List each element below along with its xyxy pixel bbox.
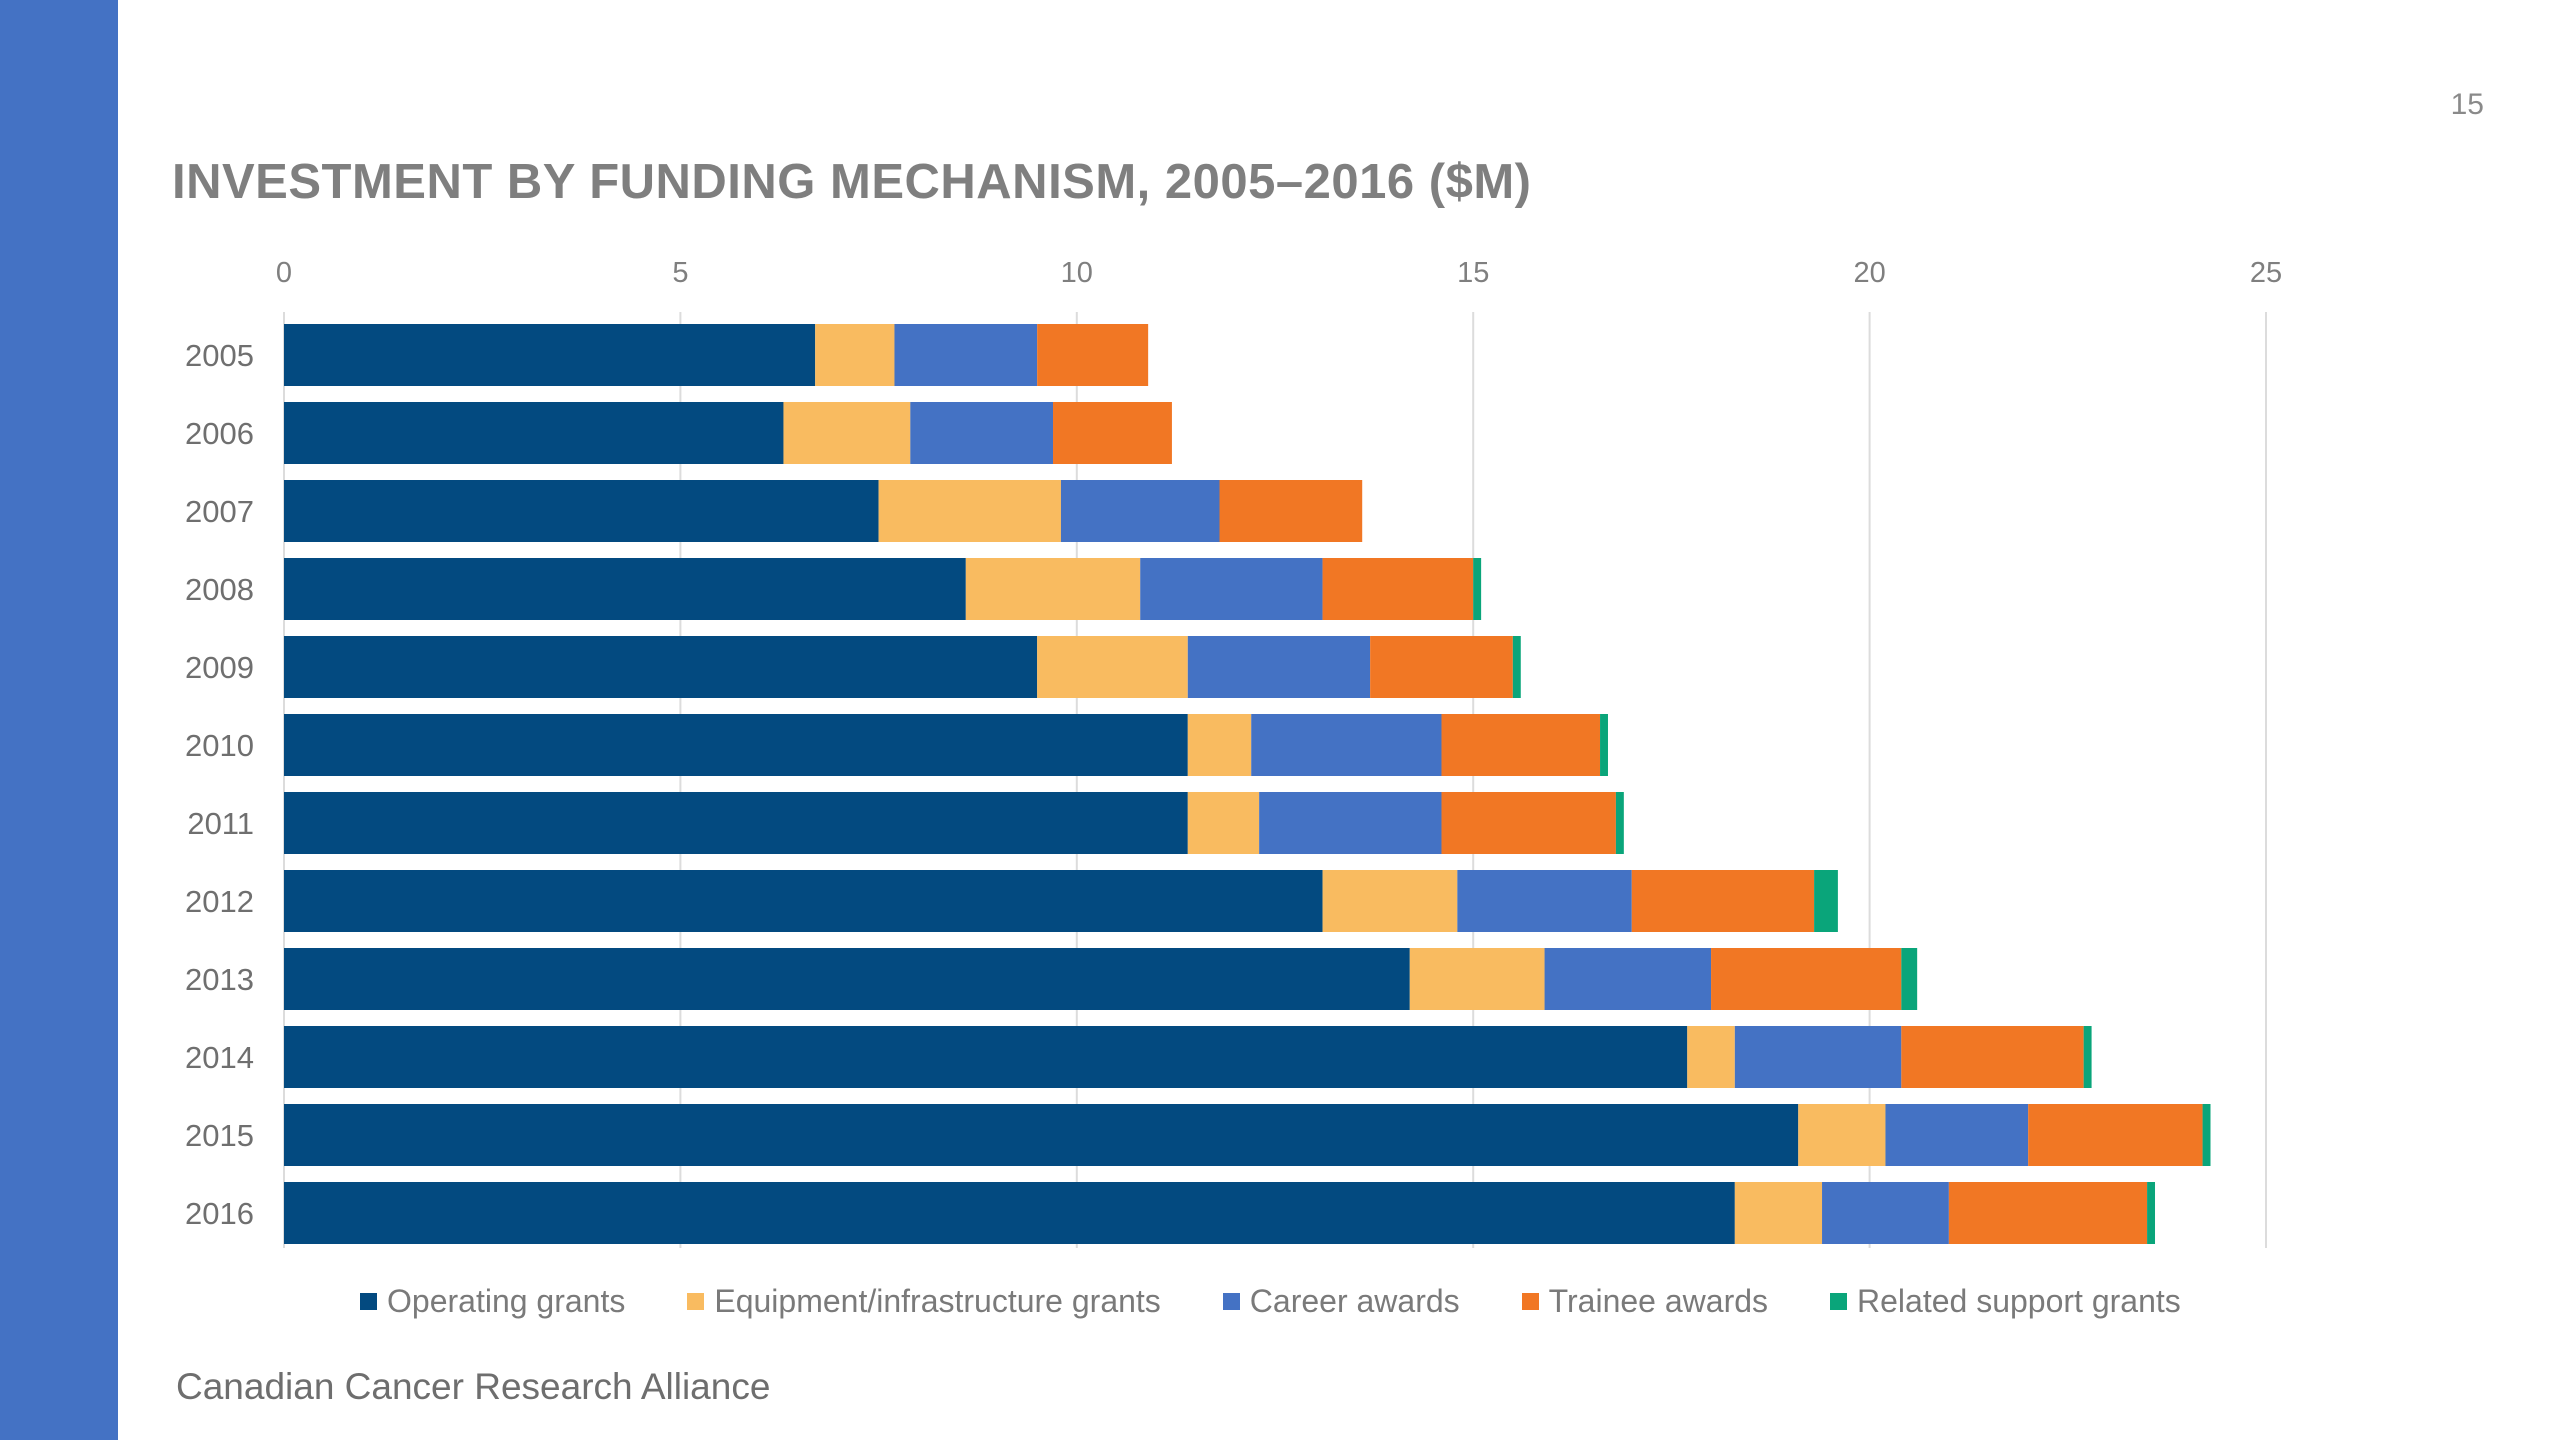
chart-title: INVESTMENT BY FUNDING MECHANISM, 2005–20… xyxy=(172,155,1532,209)
bar-segment-2011-related-support-grants xyxy=(1615,792,1624,854)
bar-segment-2015-equipment-infrastructure-grants xyxy=(1798,1104,1886,1166)
bar-segment-2011-operating-grants xyxy=(284,792,1188,854)
bar-segment-2012-related-support-grants xyxy=(1814,870,1838,932)
bar-segment-2013-equipment-infrastructure-grants xyxy=(1409,948,1545,1010)
bar-segment-2012-trainee-awards xyxy=(1631,870,1815,932)
bar-segment-2014-operating-grants xyxy=(284,1026,1688,1088)
bar-segment-2016-trainee-awards xyxy=(1948,1182,2148,1244)
legend-item: Equipment/infrastructure grants xyxy=(687,1282,1161,1320)
bar-segment-2010-career-awards xyxy=(1251,714,1442,776)
legend-item: Career awards xyxy=(1222,1282,1460,1320)
bar-segment-2014-career-awards xyxy=(1734,1026,1902,1088)
category-label-2006: 2006 xyxy=(185,416,254,451)
legend-label: Career awards xyxy=(1249,1282,1460,1319)
legend-label: Equipment/infrastructure grants xyxy=(714,1282,1161,1319)
legend-item: Related support grants xyxy=(1830,1283,2181,1320)
bar-segment-2009-equipment-infrastructure-grants xyxy=(1037,636,1188,698)
bar-segment-2014-equipment-infrastructure-grants xyxy=(1687,1026,1735,1088)
bar-segment-2014-related-support-grants xyxy=(2083,1026,2092,1088)
category-label-2014: 2014 xyxy=(185,1040,254,1075)
category-label-2010: 2010 xyxy=(185,728,254,763)
bar-segment-2011-equipment-infrastructure-grants xyxy=(1187,792,1260,854)
bar-segment-2005-operating-grants xyxy=(284,324,816,386)
category-label-2013: 2013 xyxy=(185,962,254,997)
legend-swatch xyxy=(687,1292,705,1310)
bar-segment-2008-career-awards xyxy=(1140,558,1323,620)
bar-segment-2012-equipment-infrastructure-grants xyxy=(1322,870,1458,932)
x-tick-label: 25 xyxy=(2250,257,2282,289)
footer-source: Canadian Cancer Research Alliance xyxy=(176,1366,771,1407)
bar-segment-2016-equipment-infrastructure-grants xyxy=(1734,1182,1823,1244)
bar-segment-2006-career-awards xyxy=(910,402,1054,464)
bar-segment-2007-equipment-infrastructure-grants xyxy=(878,480,1061,542)
category-label-2011: 2011 xyxy=(187,806,254,841)
bar-segment-2010-related-support-grants xyxy=(1600,714,1608,776)
x-tick-label: 15 xyxy=(1457,257,1489,289)
bar-segment-2009-career-awards xyxy=(1187,636,1371,698)
bar-segment-2008-trainee-awards xyxy=(1322,558,1474,620)
legend-item: Trainee awards xyxy=(1521,1282,1769,1320)
bar-segment-2016-operating-grants xyxy=(284,1182,1735,1244)
bar-segment-2005-trainee-awards xyxy=(1037,324,1149,386)
bar-segment-2006-operating-grants xyxy=(284,402,784,464)
legend-label: Related support grants xyxy=(1857,1282,2181,1319)
x-tick-label: 5 xyxy=(672,257,688,289)
bar-segment-2009-trainee-awards xyxy=(1370,636,1513,698)
bar-segment-2016-related-support-grants xyxy=(2147,1182,2156,1244)
bar-segment-2015-related-support-grants xyxy=(2202,1104,2211,1166)
bar-segment-2010-equipment-infrastructure-grants xyxy=(1187,714,1252,776)
bar-segment-2008-equipment-infrastructure-grants xyxy=(965,558,1141,620)
legend-label: Operating grants xyxy=(387,1282,626,1319)
bar-segment-2013-career-awards xyxy=(1544,948,1712,1010)
bar-segment-2010-operating-grants xyxy=(284,714,1188,776)
bar-segment-2007-operating-grants xyxy=(284,480,879,542)
bar-segment-2013-related-support-grants xyxy=(1901,948,1918,1010)
bar-segment-2008-related-support-grants xyxy=(1473,558,1482,620)
bar-segment-2005-career-awards xyxy=(894,324,1038,386)
x-tick-label: 10 xyxy=(1061,257,1093,289)
x-tick-label: 0 xyxy=(276,257,292,289)
category-label-2008: 2008 xyxy=(185,572,254,607)
bar-segment-2014-trainee-awards xyxy=(1901,1026,2084,1088)
bar-segment-2009-operating-grants xyxy=(284,636,1038,698)
bar-segment-2009-related-support-grants xyxy=(1512,636,1521,698)
legend-label: Trainee awards xyxy=(1548,1282,1769,1319)
bar-segment-2007-career-awards xyxy=(1060,480,1220,542)
bar-segment-2016-career-awards xyxy=(1822,1182,1949,1244)
bar-segment-2012-operating-grants xyxy=(284,870,1323,932)
bar-segment-2012-career-awards xyxy=(1457,870,1632,932)
bar-segment-2011-career-awards xyxy=(1259,792,1442,854)
page-number: 15 xyxy=(2450,88,2484,121)
bar-segment-2006-equipment-infrastructure-grants xyxy=(783,402,911,464)
bar-segment-2007-trainee-awards xyxy=(1219,480,1363,542)
category-label-2005: 2005 xyxy=(185,338,254,373)
accent-side-bar xyxy=(0,0,118,1440)
legend-swatch xyxy=(1222,1292,1240,1310)
category-label-2007: 2007 xyxy=(185,494,254,529)
bar-segment-2015-trainee-awards xyxy=(2028,1104,2203,1166)
bar-segment-2005-equipment-infrastructure-grants xyxy=(815,324,895,386)
legend-swatch xyxy=(1830,1292,1848,1310)
bar-segment-2013-trainee-awards xyxy=(1711,948,1902,1010)
bar-segment-2015-career-awards xyxy=(1885,1104,2029,1166)
chart-legend: Operating grants Equipment/infrastructure… xyxy=(360,1281,2243,1321)
bar-segment-2011-trainee-awards xyxy=(1441,792,1616,854)
category-label-2012: 2012 xyxy=(185,884,254,919)
x-tick-label: 20 xyxy=(1853,257,1885,289)
category-label-2015: 2015 xyxy=(185,1118,254,1153)
bar-segment-2010-trainee-awards xyxy=(1441,714,1601,776)
legend-swatch xyxy=(1521,1292,1539,1310)
bar-segment-2006-trainee-awards xyxy=(1053,402,1172,464)
bar-segment-2015-operating-grants xyxy=(284,1104,1799,1166)
legend-item: Operating grants xyxy=(360,1283,625,1320)
legend-swatch xyxy=(360,1292,377,1310)
category-label-2009: 2009 xyxy=(185,650,254,685)
bar-segment-2008-operating-grants xyxy=(284,558,966,620)
bar-segment-2013-operating-grants xyxy=(284,948,1410,1010)
category-label-2016: 2016 xyxy=(185,1196,254,1231)
